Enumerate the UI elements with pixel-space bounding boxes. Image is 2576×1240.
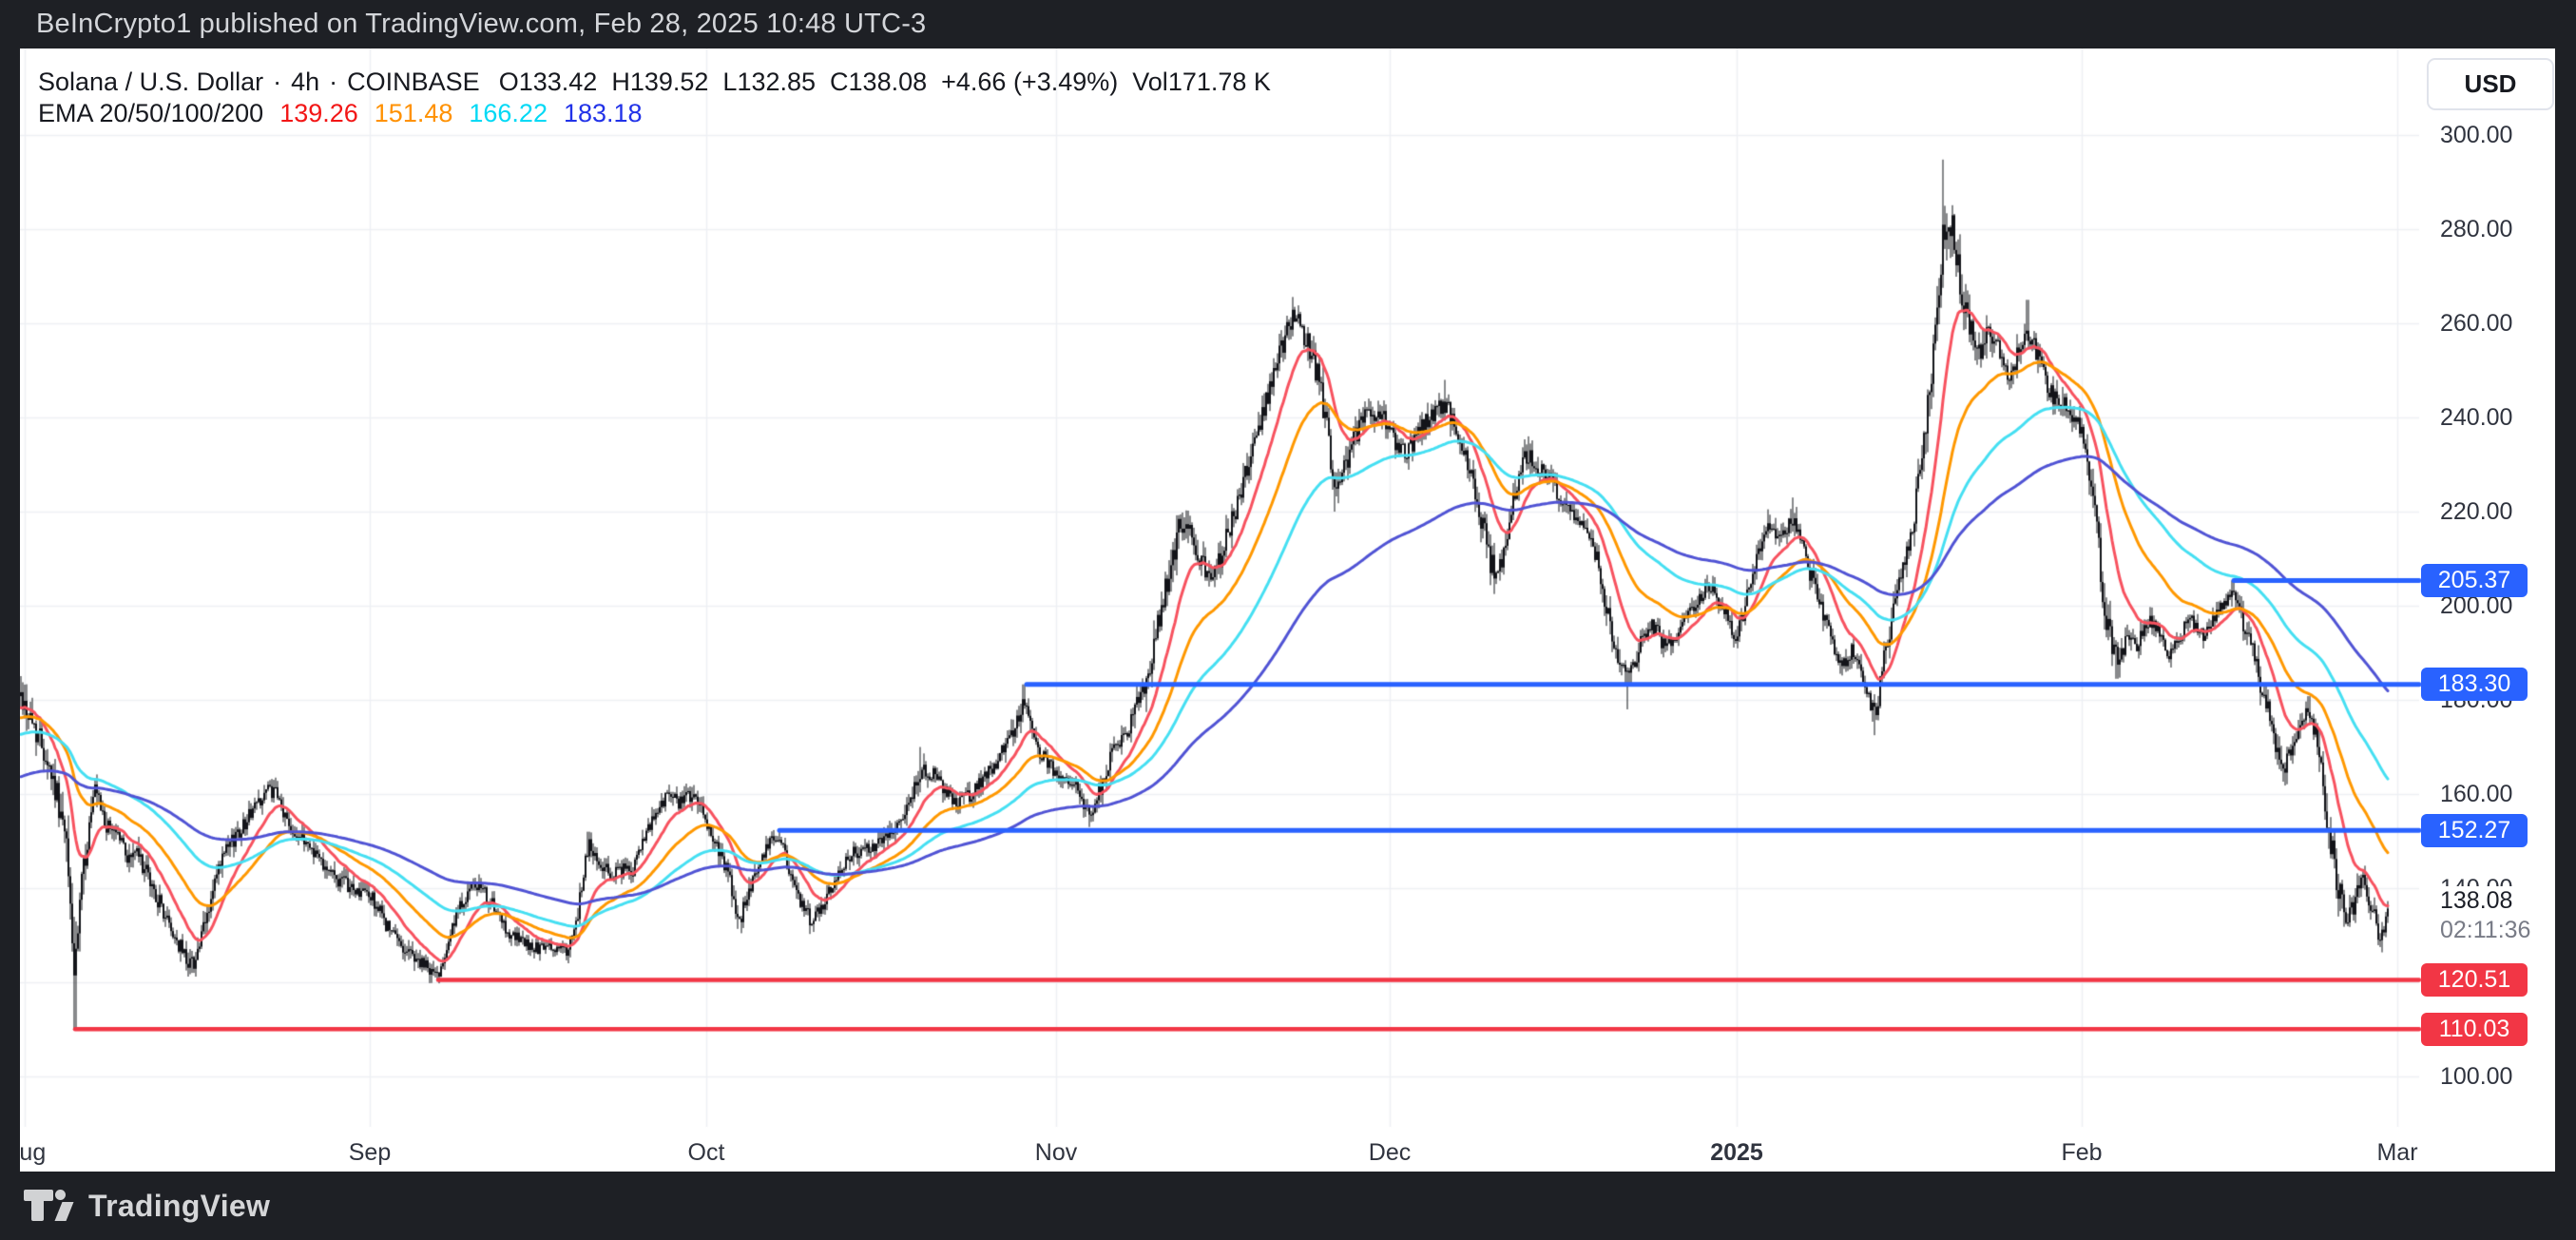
price-chart-canvas[interactable] [20,48,2555,1172]
price-tick-label: 260.00 [2440,310,2513,338]
ohlc-close: C138.08 [830,68,928,96]
price-tick-label: 300.00 [2440,122,2513,149]
price-change: +4.66 (+3.49%) [941,68,1119,96]
volume-label: Vol [1132,68,1168,96]
time-tick-label: Feb [2061,1139,2103,1166]
last-price-marker: 138.08 02:11:36 [2427,885,2555,945]
tradingview-logo-icon[interactable] [23,1189,76,1223]
chart-legend: Solana / U.S. Dollar · 4h · COINBASE O13… [38,67,1285,129]
price-tick-label: 100.00 [2440,1063,2513,1091]
legend-separator: · [329,68,338,96]
ema-value: 166.22 [469,99,548,127]
ema-value: 151.48 [374,99,453,127]
footer-bar: TradingView [0,1172,2576,1240]
support-price-badge: 110.03 [2421,1012,2528,1046]
time-tick-label: Nov [1034,1139,1078,1166]
resistance-price-badge: 152.27 [2421,813,2528,847]
time-tick-label: Mar [2376,1139,2418,1166]
volume-value: 171.78 K [1167,68,1271,96]
price-tick-label: 160.00 [2440,781,2513,808]
ema-legend-row[interactable]: EMA 20/50/100/200 139.26 151.48 166.22 183.… [38,98,1285,129]
legend-separator: · [273,68,282,96]
time-tick-label: 2025 [1710,1139,1763,1166]
resistance-price-badge: 183.30 [2421,668,2528,702]
tradingview-wordmark[interactable]: TradingView [88,1188,271,1223]
support-price-badge: 120.51 [2421,962,2528,997]
chart-panel: Solana / U.S. Dollar · 4h · COINBASE O13… [20,48,2555,1172]
price-tick-label: 280.00 [2440,216,2513,243]
price-tick-label: 240.00 [2440,404,2513,432]
ohlc-high: H139.52 [611,68,709,96]
price-tick-label: 220.00 [2440,498,2513,526]
time-tick-label: Aug [20,1139,47,1166]
ema-label: EMA 20/50/100/200 [38,99,264,127]
ohlc-open: O133.42 [498,68,598,96]
resistance-price-badge: 205.37 [2421,563,2528,597]
symbol-legend-row[interactable]: Solana / U.S. Dollar · 4h · COINBASE O13… [38,67,1285,98]
interval-label: 4h [291,68,320,96]
time-tick-label: Oct [687,1139,725,1166]
last-price-value: 138.08 [2440,886,2513,914]
ema-value: 139.26 [279,99,358,127]
bar-countdown: 02:11:36 [2440,916,2531,943]
attribution-text: BeInCrypto1 published on TradingView.com… [36,9,927,39]
time-tick-label: Dec [1368,1139,1412,1166]
ema-values: 139.26 151.48 166.22 183.18 [279,99,658,128]
currency-toggle-button[interactable]: USD [2427,58,2554,110]
ohlc-low: L132.85 [722,68,817,96]
ema-value: 183.18 [563,99,643,127]
symbol-title: Solana / U.S. Dollar [38,68,264,96]
time-tick-label: Sep [348,1139,392,1166]
attribution-bar: BeInCrypto1 published on TradingView.com… [0,0,2576,48]
exchange-label: COINBASE [347,68,480,96]
